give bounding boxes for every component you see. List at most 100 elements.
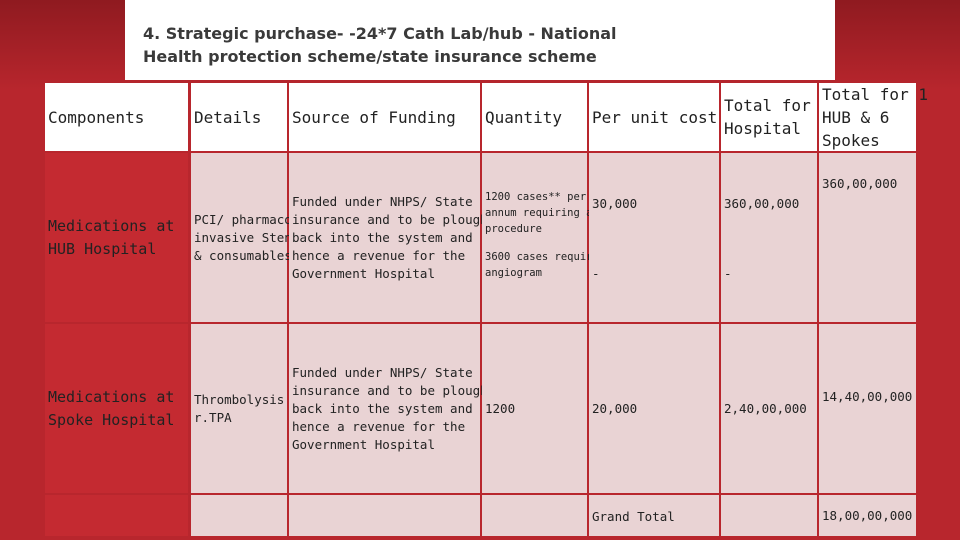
text-line: 1200 cases** per — [485, 191, 587, 203]
text-line: hence a revenue for the — [292, 418, 466, 434]
text-line: Spokes — [822, 130, 880, 150]
text-line: Grand Total — [592, 509, 675, 524]
text-block: 360,00,000 — [822, 175, 897, 193]
text-line: back into the system and — [292, 400, 473, 416]
text-line: back into the system and — [292, 229, 473, 245]
text-block: Funded under NHPS/ State insurance and to… — [292, 364, 503, 454]
text-line: Per unit cost — [592, 107, 718, 127]
text-line: Medications at — [48, 387, 175, 406]
table-cell: 1200 — [482, 324, 587, 493]
text-line: angiogram — [485, 267, 542, 279]
text-line: Total for 1 — [724, 96, 830, 115]
header-cell: Total for 1 HUB & 6 Spokes — [819, 83, 928, 152]
text-line: - — [724, 266, 732, 281]
text-block: 18,00,00,000 — [822, 507, 912, 525]
text-block: 20,000 — [592, 400, 716, 418]
table-cell: 360,00,000 - — [721, 153, 817, 322]
text-block: Medications at Spoke Hospital — [48, 386, 185, 432]
text-line: 14,40,00,000 — [822, 389, 913, 404]
header-cell: Total for 1 Hospital — [721, 83, 830, 151]
text-line: Funded under NHPS/ State — [292, 364, 473, 380]
table-cell: PCI/ pharmaco-invasive Stent & consumable… — [191, 153, 300, 322]
text-block: - — [592, 265, 600, 283]
text-line: procedure — [485, 223, 542, 235]
text-line: Spoke Hospital — [48, 410, 175, 429]
text-block: Funded under NHPS/ State insurance and to… — [292, 193, 503, 283]
text-block: 1200 — [485, 400, 584, 418]
header-cell: Source of Funding — [289, 83, 480, 151]
text-line: Government Hospital — [292, 436, 435, 452]
text-line: annum requiring a — [485, 207, 593, 219]
text-block: Total for 1 HUB & 6 Spokes — [822, 83, 928, 152]
text-line: HUB & 6 — [822, 107, 890, 127]
text-line: 3600 cases require — [485, 251, 599, 263]
text-line: 20,000 — [592, 400, 638, 416]
text-block: 30,000 — [592, 195, 637, 213]
text-line: Source of Funding — [292, 107, 456, 127]
table-cell: 1200 cases** per annum requiring a procedu… — [482, 153, 599, 322]
text-line: Total for 1 — [822, 84, 928, 104]
text-block: Components — [48, 106, 185, 129]
text-line: insurance and to be ploughed — [292, 382, 503, 398]
table-cell: Funded under NHPS/ State insurance and to… — [289, 153, 503, 322]
text-line: Details — [194, 107, 262, 127]
text-line: 1200 — [485, 400, 516, 416]
header-cell: Components — [45, 83, 188, 151]
text-line: 360,00,000 — [724, 196, 800, 211]
text-block: 2,40,00,000 — [724, 400, 814, 418]
text-block: 360,00,000 — [724, 195, 799, 213]
header-cell: Per unit cost — [589, 83, 719, 151]
title-line: 4. Strategic purchase- -24*7 Cath Lab/hu… — [143, 24, 617, 43]
text-block: 1200 cases** per annum requiring a procedu… — [485, 189, 592, 237]
header-cell: Quantity — [482, 83, 587, 151]
title-line: Health protection scheme/state insurance… — [143, 47, 597, 66]
table-cell: Funded under NHPS/ State insurance and to… — [289, 324, 503, 493]
table-cell — [45, 495, 188, 536]
table-cell: 14,40,00,000 — [819, 324, 916, 493]
table-cell — [191, 495, 287, 536]
text-line: 2,40,00,000 — [724, 400, 807, 416]
text-line: - — [592, 266, 600, 281]
text-line: hence a revenue for the — [292, 247, 466, 263]
table-cell: Grand Total — [589, 495, 719, 536]
text-block: Source of Funding — [292, 106, 477, 129]
text-block: Grand Total — [592, 508, 675, 526]
title-banner — [125, 0, 835, 80]
slide-title: 4. Strategic purchase- -24*7 Cath Lab/hu… — [143, 22, 617, 68]
table-cell: Thrombolysis - r.TPA — [191, 324, 300, 493]
text-block: 14,40,00,000 — [822, 388, 912, 406]
text-line: Medications at — [48, 216, 175, 235]
text-line: & consumables — [194, 247, 292, 263]
text-line: Government Hospital — [292, 265, 435, 281]
text-block: 3600 cases require angiogram — [485, 249, 599, 281]
text-block: Per unit cost — [592, 106, 718, 129]
text-line: Thrombolysis - — [194, 391, 300, 407]
table-cell — [289, 495, 480, 536]
table-cell — [482, 495, 587, 536]
text-line: HUB Hospital — [48, 239, 157, 258]
table-cell: 18,00,00,000 — [819, 495, 916, 536]
text-block: Quantity — [485, 106, 584, 129]
text-line: Quantity — [485, 107, 563, 127]
text-block: Total for 1 Hospital — [724, 94, 830, 140]
text-line: 360,00,000 — [822, 176, 898, 191]
text-block: Thrombolysis - r.TPA — [194, 391, 300, 427]
table-cell: 2,40,00,000 — [721, 324, 817, 493]
table-cell: Medications at HUB Hospital — [45, 153, 188, 322]
table-cell — [721, 495, 817, 536]
text-line: insurance and to be ploughed — [292, 211, 503, 227]
text-line: Hospital — [724, 119, 802, 138]
table-cell: 30,000 - — [589, 153, 719, 322]
text-line: Components — [48, 107, 145, 127]
table-cell: Medications at Spoke Hospital — [45, 324, 188, 493]
text-block: Details — [194, 106, 284, 129]
text-line: r.TPA — [194, 409, 232, 425]
table-cell: 360,00,000 — [819, 153, 916, 322]
text-block: Medications at HUB Hospital — [48, 215, 185, 261]
text-block: - — [724, 265, 732, 283]
text-line: invasive Stent — [194, 229, 300, 245]
text-line: PCI/ pharmaco- — [194, 211, 300, 227]
text-line: 18,00,00,000 — [822, 508, 913, 523]
table-cell: 20,000 — [589, 324, 719, 493]
header-cell: Details — [191, 83, 287, 151]
